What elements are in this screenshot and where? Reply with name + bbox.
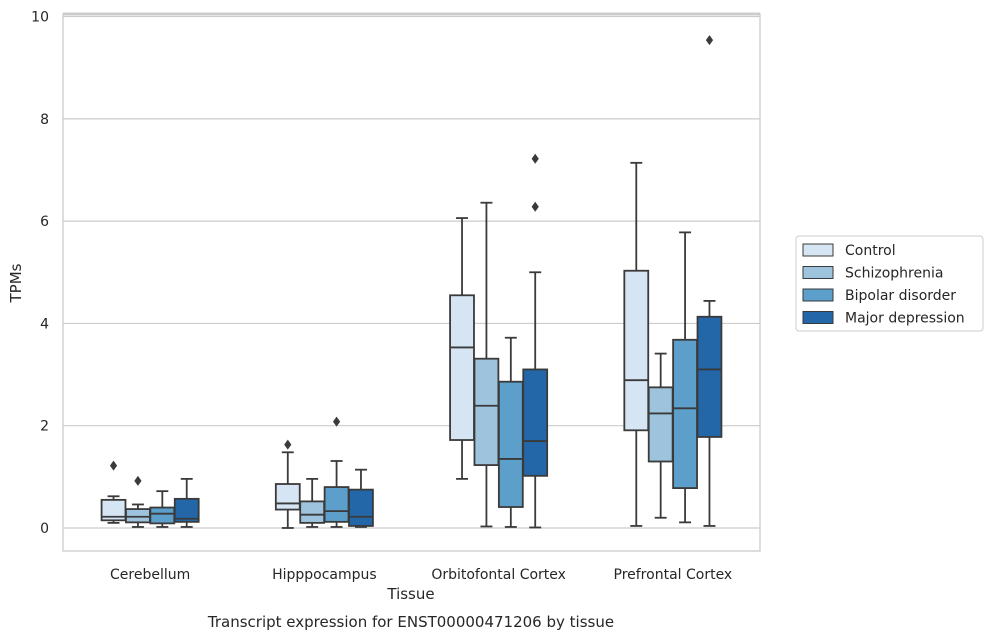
x-tick-label-2: Orbitofontal Cortex bbox=[431, 567, 566, 583]
box-rect bbox=[323, 486, 350, 523]
legend-swatch bbox=[802, 288, 834, 302]
y-tick-label-2: 2 bbox=[40, 419, 49, 435]
box-rect bbox=[449, 294, 475, 441]
legend-label: Control bbox=[845, 243, 896, 259]
legend-swatch bbox=[802, 311, 834, 324]
box-2-0 bbox=[449, 217, 475, 480]
box-rect bbox=[696, 315, 723, 438]
box-1-1 bbox=[299, 477, 326, 528]
box-0-0 bbox=[100, 460, 127, 524]
plot-area bbox=[62, 13, 761, 552]
box-rect bbox=[299, 500, 326, 524]
outlier-point-0 bbox=[531, 201, 539, 212]
x-axis-ticks: Cerebellum Hipppocampus Orbitofontal Corte… bbox=[110, 567, 732, 583]
box-1-2 bbox=[323, 416, 350, 528]
legend-frame bbox=[795, 235, 984, 332]
x-axis-label: Tissue bbox=[386, 585, 434, 603]
y-axis-label: TPMs bbox=[7, 263, 25, 303]
y-axis-ticks: 0 2 4 6 8 10 bbox=[31, 10, 49, 537]
outlier-point-0 bbox=[284, 439, 292, 450]
outlier-point-0 bbox=[134, 475, 142, 486]
box-rect bbox=[125, 508, 151, 524]
box-0-3 bbox=[173, 477, 200, 528]
box-rect bbox=[473, 357, 500, 466]
box-0-2 bbox=[149, 490, 176, 528]
y-tick-label-8: 8 bbox=[40, 112, 49, 128]
box-rect bbox=[149, 506, 176, 525]
boxes bbox=[100, 35, 723, 529]
box-2-2 bbox=[497, 336, 524, 528]
box-rect bbox=[274, 483, 301, 511]
legend-label: Major depression bbox=[845, 311, 965, 327]
box-2-3 bbox=[522, 153, 549, 529]
legend-label: Bipolar disorder bbox=[845, 288, 956, 304]
box-rect bbox=[672, 338, 698, 489]
legend-item-1: Schizophrenia bbox=[802, 266, 943, 282]
y-gridlines bbox=[63, 15, 760, 529]
legend-item-2: Bipolar disorder bbox=[802, 288, 956, 304]
outlier-point-0 bbox=[109, 460, 118, 471]
box-rect bbox=[173, 497, 200, 523]
x-tick-label-3: Prefrontal Cortex bbox=[614, 567, 733, 583]
x-tick-label-1: Hipppocampus bbox=[272, 567, 377, 583]
box-3-1 bbox=[647, 352, 674, 519]
y-tick-label-6: 6 bbox=[40, 214, 49, 230]
box-rect bbox=[522, 368, 549, 477]
outlier-point-0 bbox=[705, 35, 714, 46]
legend-label: Schizophrenia bbox=[845, 266, 943, 282]
y-tick-label-0: 0 bbox=[40, 521, 49, 537]
box-3-3 bbox=[696, 35, 723, 527]
outlier-point-0 bbox=[332, 416, 341, 427]
box-1-3 bbox=[348, 468, 374, 528]
box-rect bbox=[647, 386, 674, 463]
box-3-2 bbox=[672, 231, 698, 524]
legend-item-3: Major depression bbox=[802, 311, 965, 327]
x-tick-label-0: Cerebellum bbox=[110, 567, 190, 583]
y-tick-label-10: 10 bbox=[31, 10, 49, 26]
legend-swatch bbox=[802, 243, 834, 257]
box-rect bbox=[348, 488, 374, 527]
box-rect bbox=[497, 380, 524, 508]
box-rect bbox=[623, 269, 650, 432]
legend-swatch bbox=[802, 266, 834, 279]
chart-caption: Transcript expression for ENST0000047120… bbox=[207, 613, 614, 631]
box-2-1 bbox=[473, 201, 500, 528]
outlier-point-1 bbox=[531, 153, 539, 164]
legend-item-0: Control bbox=[802, 243, 896, 259]
y-tick-label-4: 4 bbox=[40, 316, 49, 332]
box-1-0 bbox=[274, 439, 301, 529]
box-3-0 bbox=[623, 161, 650, 527]
box-0-1 bbox=[125, 475, 151, 528]
legend: Control Schizophrenia Bipolar disorder Majo… bbox=[795, 235, 984, 332]
